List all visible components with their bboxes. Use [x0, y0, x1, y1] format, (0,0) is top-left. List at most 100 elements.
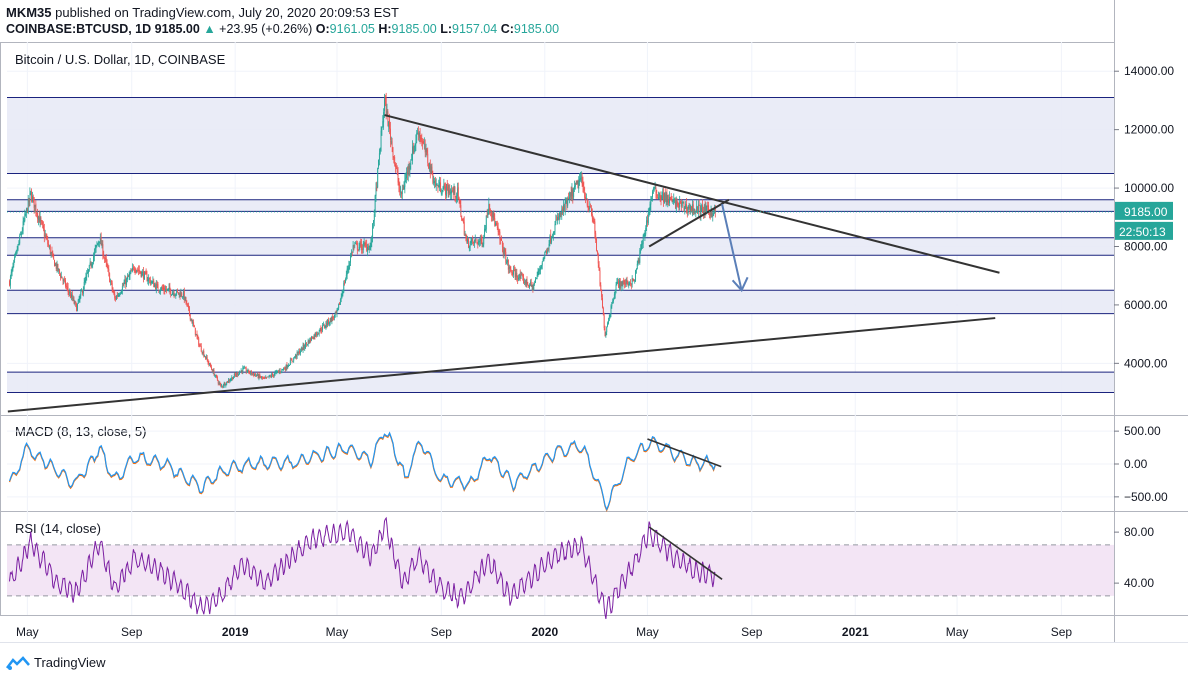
candle-body [525, 278, 527, 285]
candle-body [639, 250, 641, 263]
candle-body [580, 176, 582, 180]
candle-body [711, 209, 713, 217]
candle-body [546, 250, 547, 254]
candle-body [303, 344, 305, 348]
candle-body [354, 244, 356, 246]
candle-body [28, 198, 30, 202]
candle-body [324, 326, 326, 328]
candle-body [492, 212, 494, 218]
candle-body [329, 318, 331, 323]
candle-body [169, 286, 171, 291]
candle-body [596, 239, 598, 251]
candle-body [102, 244, 104, 256]
candle-body [156, 283, 158, 285]
candle-body [322, 325, 324, 331]
candle-body [191, 318, 193, 324]
candle-body [613, 299, 614, 302]
candle-body [349, 263, 351, 266]
x-tick-label: May [16, 625, 39, 639]
candle-body [282, 369, 284, 371]
candle-body [287, 366, 289, 368]
candle-body [38, 215, 40, 223]
candle-body [527, 284, 529, 286]
candle-body [452, 191, 454, 194]
candle-body [55, 263, 57, 269]
candle-body [707, 206, 709, 207]
candle-body [71, 294, 73, 299]
candle-body [307, 340, 309, 345]
candle-body [367, 248, 369, 251]
candle-body [143, 271, 145, 279]
candle-body [669, 197, 670, 204]
candle-body [456, 195, 458, 199]
candle-body [502, 247, 504, 255]
candle-body [216, 376, 218, 381]
candle-body [564, 201, 566, 211]
candle-body [574, 183, 576, 187]
candle-body [122, 285, 124, 287]
candle-body [52, 254, 54, 256]
candle-body [93, 256, 94, 262]
candle-body [656, 194, 658, 197]
candle-body [521, 274, 523, 276]
candle-body [311, 336, 312, 341]
candle-body [105, 257, 107, 263]
candle-body [205, 356, 207, 359]
candle-body [54, 259, 55, 267]
candle-body [635, 270, 637, 282]
candle-body [261, 376, 263, 378]
author-name[interactable]: MKM35 [6, 5, 52, 20]
candle-body [503, 250, 505, 255]
candle-body [585, 198, 587, 199]
candle-body [79, 295, 81, 300]
candle-body [620, 281, 622, 289]
candle-body [359, 242, 361, 247]
y-tick-label: −500.00 [1124, 490, 1168, 504]
candle-body [190, 318, 192, 320]
candle-body [149, 279, 151, 284]
candle-body [563, 204, 564, 212]
candle-body [427, 153, 429, 163]
candle-body [541, 262, 543, 266]
candle-body [494, 218, 496, 226]
candle-body [344, 282, 346, 284]
candle-body [143, 271, 145, 280]
candle-body [160, 287, 162, 290]
candle-body [141, 271, 143, 277]
candle-body [433, 182, 435, 183]
candle-body [686, 207, 688, 213]
candle-body [557, 217, 559, 220]
candle-body [524, 281, 526, 284]
candle-body [165, 289, 167, 292]
candle-body [432, 173, 434, 183]
candle-body [215, 375, 217, 376]
candle-body [187, 303, 189, 306]
candle-body [471, 238, 473, 241]
candle-body [435, 184, 437, 186]
candle-body [116, 295, 118, 297]
candle-body [582, 182, 584, 187]
candle-body [713, 213, 715, 216]
candle-body [675, 198, 677, 210]
candle-body [51, 251, 53, 254]
candle-body [272, 373, 273, 376]
candle-body [695, 211, 697, 213]
candle-body [271, 374, 273, 378]
candle-body [647, 213, 649, 224]
candle-body [273, 374, 275, 377]
tradingview-footer[interactable]: TradingView [6, 655, 106, 670]
candle-body [572, 190, 574, 199]
rsi-trendline [648, 526, 723, 580]
candle-body [252, 373, 254, 375]
price-zone [7, 199, 1114, 212]
candle-body [456, 188, 458, 197]
candle-body [608, 316, 610, 321]
candle-body [563, 206, 565, 209]
candle-body [294, 354, 296, 358]
candle-body [390, 141, 392, 143]
candle-body [31, 192, 33, 202]
candle-body [111, 282, 113, 290]
candle-body [600, 285, 602, 291]
candle-body [670, 197, 672, 201]
